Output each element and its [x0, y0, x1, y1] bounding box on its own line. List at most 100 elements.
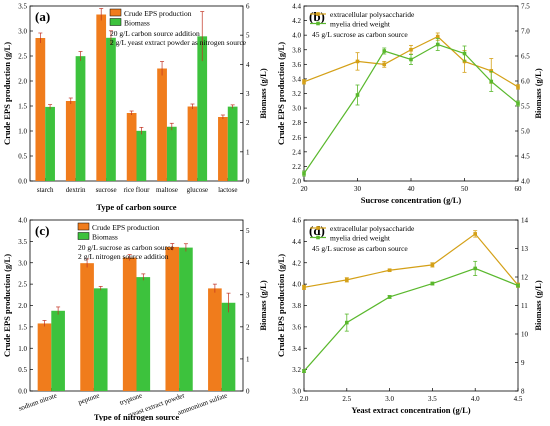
chart-panel-2: 2.0 2.2 2.4 2.6 2.8 3.0 3.2 3.4 3.6 3.8 4.0 4.2 4.4 4… — [276, 3, 543, 206]
annotation-text: 2 g/L nitrogen source addition — [78, 252, 169, 261]
legend-label: Crude EPS production — [92, 223, 160, 232]
y-tick-label-left: 2.0 — [292, 178, 301, 186]
data-point — [387, 268, 392, 273]
x-axis-title: Type of nitrogen source — [94, 412, 179, 421]
y-tick-label-left: 2.8 — [292, 119, 301, 127]
data-point — [355, 59, 360, 64]
y-tick-label-right: 3 — [246, 90, 250, 98]
y-tick-label-right: 4.5 — [521, 153, 530, 161]
panel-label: (d) — [309, 223, 325, 238]
bar — [208, 288, 222, 391]
data-point — [345, 320, 349, 325]
data-point — [462, 59, 467, 64]
y-tick-label-left: 3.6 — [292, 323, 301, 331]
bar — [221, 302, 236, 391]
y-tick-label-right: 2 — [246, 119, 250, 127]
x-tick-label: sucrose — [96, 186, 117, 194]
series-line — [303, 267, 519, 372]
y-tick-label-right: 5 — [246, 227, 250, 235]
y-tick-label-left: 2.5 — [18, 281, 27, 289]
x-axis-title: Yeast extract concentration (g/L) — [351, 405, 470, 415]
legend-label: Biomass — [124, 19, 150, 28]
bar — [80, 263, 94, 391]
x-tick-label: 60 — [515, 185, 523, 193]
y-tick-label-left: 3.6 — [292, 61, 301, 69]
y-axis-title-left: Crude EPS production (g/L) — [2, 42, 12, 145]
y-tick-label-left: 1.5 — [18, 103, 27, 111]
y-tick-label-right: 6.0 — [521, 78, 530, 86]
x-tick-label: 40 — [408, 185, 416, 193]
y-tick-label-left: 4.4 — [292, 3, 301, 11]
series-line — [303, 43, 519, 174]
y-tick-label-left: 0.5 — [18, 153, 27, 161]
y-tick-label-left: 3.5 — [18, 3, 27, 11]
y-tick-label-right: 7.0 — [521, 28, 530, 36]
legend-swatch — [77, 222, 90, 231]
data-point — [516, 283, 520, 288]
legend-label: extracellular polysaccharide — [330, 10, 415, 19]
series-line — [303, 233, 519, 288]
bar — [93, 288, 108, 391]
y-tick-label-left: 4.0 — [292, 32, 301, 40]
data-point — [489, 69, 494, 73]
data-point — [435, 34, 440, 39]
x-tick-label: peptone — [77, 391, 101, 406]
panel-label: (b) — [309, 9, 325, 24]
y-tick-label-right: 1 — [246, 148, 250, 156]
y-tick-label-right: 5.5 — [521, 103, 530, 111]
legend-marker — [316, 235, 320, 240]
data-point — [382, 49, 387, 53]
y-tick-label-left: 4.0 — [18, 217, 27, 225]
bar — [126, 113, 137, 181]
series-line — [303, 35, 519, 88]
data-point — [387, 295, 392, 299]
data-point — [473, 232, 477, 236]
chart-panel-3: 0.0 0.5 1.0 1.5 2.0 2.5 3.0 3.5 4.0 0 1 2 3 4 5 Crude E… — [2, 217, 268, 423]
y-tick-label-right: 4 — [246, 259, 250, 267]
y-axis-title-right: Biomass (g/L) — [533, 68, 543, 118]
y-tick-label-right: 4.0 — [521, 178, 530, 186]
y-tick-label-left: 1.5 — [18, 323, 27, 331]
x-tick-label: 20 — [301, 185, 309, 193]
data-point — [516, 101, 520, 106]
x-tick-label: 50 — [461, 185, 469, 193]
y-tick-label-right: 14 — [521, 217, 529, 225]
data-point — [409, 57, 413, 62]
x-tick-label: glucose — [187, 186, 208, 194]
y-axis-title-left: Crude EPS production (g/L) — [276, 254, 286, 357]
data-point — [516, 85, 520, 89]
data-point — [435, 42, 440, 47]
y-tick-label-right: 2 — [246, 323, 250, 331]
y-tick-label-right: 7.5 — [521, 3, 530, 11]
bar — [51, 310, 65, 391]
y-tick-label-left: 3.2 — [292, 366, 301, 374]
y-tick-label-left: 1.0 — [18, 128, 27, 136]
chart-panel-4: 3.0 3.2 3.4 3.6 3.8 4.0 4.2 4.4 4.6 8 9 10 11 12 13 14 C… — [276, 217, 543, 416]
y-tick-label-left: 1.0 — [18, 345, 27, 353]
y-tick-label-left: 2.2 — [292, 163, 301, 171]
bar — [166, 126, 177, 181]
y-tick-label-left: 3.5 — [18, 238, 27, 246]
legend-marker — [316, 226, 320, 230]
bar — [65, 101, 76, 181]
legend-marker — [316, 21, 320, 26]
data-point — [302, 171, 306, 176]
y-tick-label-left: 4.4 — [292, 238, 301, 246]
bar — [197, 36, 208, 182]
y-tick-label-left: 3.8 — [292, 46, 301, 54]
legend-label: Crude EPS production — [124, 9, 192, 18]
legend-marker — [316, 12, 320, 16]
y-tick-label-left: 4.0 — [292, 281, 301, 289]
y-tick-label-left: 3.0 — [292, 105, 301, 113]
x-axis-title: Type of carbon source — [96, 202, 176, 212]
annotation-text: 45 g/L sucrose as carbon source — [312, 244, 408, 253]
x-tick-label: starch — [37, 186, 54, 194]
x-tick-label: 4.5 — [514, 395, 523, 403]
y-axis-title-right: Biomass (g/L) — [258, 68, 268, 118]
bar — [218, 117, 228, 181]
y-tick-label-left: 2.5 — [18, 53, 27, 61]
y-axis-title-right: Biomass (g/L) — [258, 280, 268, 330]
bar — [37, 323, 52, 391]
y-tick-label-left: 4.6 — [292, 217, 301, 225]
y-tick-label-left: 3.8 — [292, 302, 301, 310]
